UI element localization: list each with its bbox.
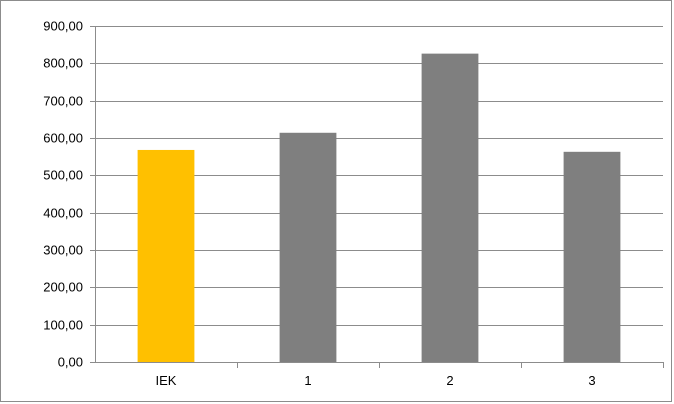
bar-iek xyxy=(137,149,195,362)
y-tick-label: 700,00 xyxy=(43,94,83,109)
y-tick-label: 300,00 xyxy=(43,243,83,258)
y-tick-label: 600,00 xyxy=(43,131,83,146)
bar-1 xyxy=(279,132,337,362)
y-tick-label: 0,00 xyxy=(58,355,83,370)
y-tick-label: 900,00 xyxy=(43,19,83,34)
x-tick-label: IEK xyxy=(156,373,177,388)
axes xyxy=(90,26,664,368)
y-tick-label: 400,00 xyxy=(43,206,83,221)
x-tick-label: 3 xyxy=(588,373,595,388)
tick-labels: 0,00 100,00 200,00 300,00 400,00 500,00 600,00… xyxy=(43,19,595,389)
y-tick-label: 500,00 xyxy=(43,168,83,183)
bar-2 xyxy=(421,53,479,362)
x-tick-label: 1 xyxy=(304,373,311,388)
x-tick-label: 2 xyxy=(446,373,453,388)
y-tick-label: 100,00 xyxy=(43,318,83,333)
bar-3 xyxy=(563,151,621,362)
bars xyxy=(137,53,621,362)
y-tick-label: 800,00 xyxy=(43,56,83,71)
y-tick-label: 200,00 xyxy=(43,280,83,295)
